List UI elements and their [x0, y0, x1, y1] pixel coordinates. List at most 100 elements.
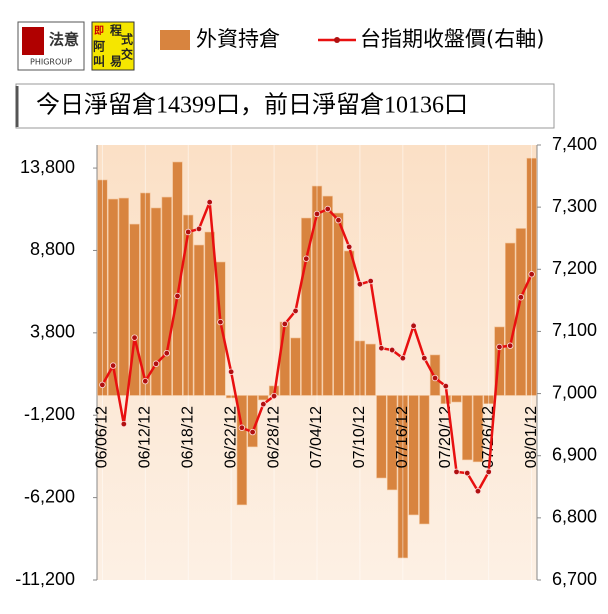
y2-tick-label: 7,300: [552, 196, 597, 216]
bar: [333, 212, 344, 396]
line-marker: [528, 271, 535, 278]
subtitle-box: [15, 83, 555, 129]
legend-marker: [334, 37, 340, 43]
line-marker: [324, 205, 331, 213]
line-marker: [464, 469, 471, 477]
line-marker: [120, 420, 128, 428]
bar: [204, 231, 215, 396]
x-tick-label: 06/28/12: [265, 406, 282, 468]
bar: [344, 250, 355, 396]
logo-text: 法意: [49, 31, 79, 49]
bar: [193, 244, 205, 396]
bar: [118, 197, 129, 396]
line-marker: [174, 292, 181, 300]
line-marker: [238, 424, 246, 431]
logo-mark: [22, 27, 44, 55]
line-marker: [506, 342, 514, 349]
bar: [365, 343, 376, 396]
logo2-char: 叫: [93, 54, 105, 69]
line-marker: [388, 346, 396, 354]
bar: [301, 217, 312, 396]
line-marker: [303, 255, 310, 262]
y2-tick-label: 7,400: [552, 134, 597, 154]
y-tick-label: -11,200: [15, 569, 75, 589]
line-marker: [292, 307, 299, 315]
y-tick-label: -1,200: [24, 404, 75, 424]
bar: [290, 337, 301, 396]
bar: [279, 321, 290, 396]
bar: [150, 207, 162, 396]
x-tick-label: 07/16/12: [394, 406, 411, 468]
logo2-char: 程: [110, 23, 122, 38]
line-marker: [474, 487, 482, 495]
bar: [515, 228, 527, 396]
logo2-box: [91, 21, 135, 71]
line-marker: [227, 368, 235, 376]
line-marker: [260, 400, 267, 408]
line-marker: [496, 343, 503, 351]
bar: [161, 196, 172, 396]
x-tick-label: 06/06/12: [94, 406, 111, 468]
x-tick-label: 06/18/12: [179, 406, 196, 468]
bar: [462, 395, 473, 461]
line-marker: [195, 225, 203, 233]
line-marker: [109, 362, 117, 369]
legend-label: 台指期收盤價(右軸): [360, 27, 544, 51]
line-marker: [249, 428, 256, 436]
line-marker: [378, 345, 385, 352]
bar: [386, 395, 398, 491]
line-marker: [453, 468, 460, 476]
line-marker: [431, 374, 439, 382]
bar: [472, 395, 484, 463]
x-tick-label: 07/04/12: [308, 406, 325, 468]
bar: [408, 395, 419, 516]
line-marker: [421, 354, 428, 362]
logo2-char: 交: [121, 47, 133, 62]
line-marker: [185, 228, 192, 236]
line-marker: [399, 354, 407, 362]
line-marker: [410, 322, 417, 330]
line-marker: [335, 216, 342, 224]
line-marker: [152, 360, 160, 367]
x-tick-label: 07/10/12: [351, 406, 368, 468]
line-marker: [270, 392, 278, 400]
line-marker: [442, 382, 449, 390]
bar: [172, 161, 183, 396]
bar: [451, 395, 462, 403]
line-marker: [206, 198, 213, 206]
bar: [376, 395, 387, 479]
line-marker: [281, 320, 289, 328]
y2-tick-label: 6,800: [552, 507, 597, 527]
y-tick-label: -6,200: [24, 486, 75, 506]
x-tick-label: 08/01/12: [523, 406, 540, 468]
line-marker: [367, 277, 374, 285]
bar: [322, 195, 333, 396]
line-marker: [356, 281, 364, 288]
bar: [236, 395, 248, 506]
y-tick-label: 8,800: [30, 239, 75, 259]
x-tick-label: 06/12/12: [137, 406, 154, 468]
line-marker: [131, 334, 138, 341]
bar: [215, 261, 226, 396]
y2-tick-label: 7,200: [552, 258, 597, 278]
y2-tick-label: 7,000: [552, 382, 597, 402]
subtitle: 今日淨留倉14399口，前日淨留倉10136口: [36, 92, 468, 119]
line-marker: [217, 318, 224, 326]
line-marker: [99, 381, 106, 389]
y-tick-label: 13,800: [20, 157, 75, 177]
legend-swatch: [160, 30, 190, 50]
line-marker: [163, 349, 170, 357]
line-marker: [485, 468, 492, 476]
legend-label: 外資持倉: [196, 27, 280, 51]
logo2-char: 式: [121, 32, 133, 47]
y2-tick-label: 7,100: [552, 320, 597, 340]
y2-tick-label: 6,900: [552, 444, 597, 464]
logo2-char: 即: [94, 25, 104, 37]
x-tick-label: 06/22/12: [222, 406, 239, 468]
bar: [505, 242, 516, 396]
logo2: 即程式阿交 叫易: [93, 23, 133, 69]
line-marker: [345, 243, 353, 251]
y2-tick-label: 6,700: [552, 569, 597, 589]
